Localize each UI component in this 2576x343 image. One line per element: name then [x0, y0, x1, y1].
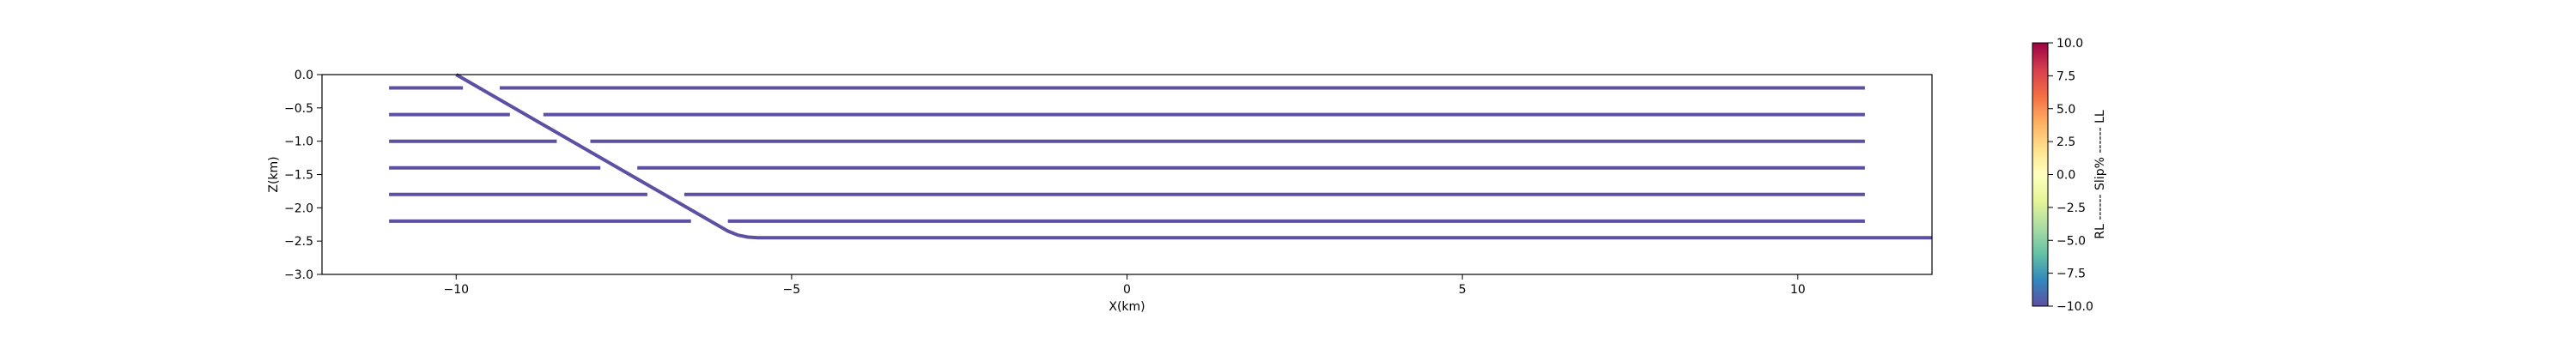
plot-frame: [321, 74, 1933, 275]
y-tick-label: −2.0: [284, 202, 313, 215]
x-tick-label: 10: [1790, 283, 1806, 297]
colorbar-tick-label: 0.0: [2057, 169, 2075, 183]
y-tick-label: 0.0: [295, 69, 313, 82]
main-plot: −10 −5 0 5 10 0.0 −0.5 −1.0 −1.5 −2.0 −2.5 −3.0 X(…: [267, 69, 1933, 314]
colorbar-tick-label: 10.0: [2057, 37, 2083, 51]
x-tick-label: −10: [443, 283, 469, 297]
fault-segment-12: [455, 73, 1932, 240]
colorbar-label: RL ------ Slip% ------ LL: [2093, 110, 2107, 239]
y-tick-label: −1.0: [284, 135, 313, 149]
y-tick-label: −1.5: [284, 169, 313, 183]
x-axis-label: X(km): [1109, 300, 1145, 314]
fault-lines: [389, 73, 1932, 240]
colorbar-tick-label: 2.5: [2057, 135, 2075, 149]
y-axis-label: Z(km): [267, 156, 281, 192]
x-tick-label: 5: [1459, 283, 1467, 297]
x-tick-label: 0: [1123, 283, 1131, 297]
colorbar: 10.0 7.5 5.0 2.5 0.0 −2.5 −5.0 −7.5 −10.0 RL ---…: [2032, 37, 2107, 314]
colorbar-tick-label: −7.5: [2057, 268, 2086, 281]
y-tick-label: −3.0: [284, 268, 313, 282]
colorbar-tick-label: 5.0: [2057, 103, 2075, 117]
x-tick-label: −5: [783, 283, 801, 297]
y-tick-label: −2.5: [284, 235, 313, 249]
y-tick-label: −0.5: [284, 102, 313, 116]
x-axis-ticks: −10 −5 0 5 10: [443, 274, 1806, 297]
y-axis-ticks: 0.0 −0.5 −1.0 −1.5 −2.0 −2.5 −3.0: [284, 69, 322, 282]
colorbar-tick-label: −5.0: [2057, 234, 2086, 248]
colorbar-tick-label: −2.5: [2057, 202, 2086, 215]
colorbar-tick-label: 7.5: [2057, 69, 2075, 83]
colorbar-tick-label: −10.0: [2057, 300, 2093, 314]
colorbar-gradient: [2032, 42, 2049, 307]
colorbar-ticks: 10.0 7.5 5.0 2.5 0.0 −2.5 −5.0 −7.5 −10.0: [2048, 37, 2093, 314]
